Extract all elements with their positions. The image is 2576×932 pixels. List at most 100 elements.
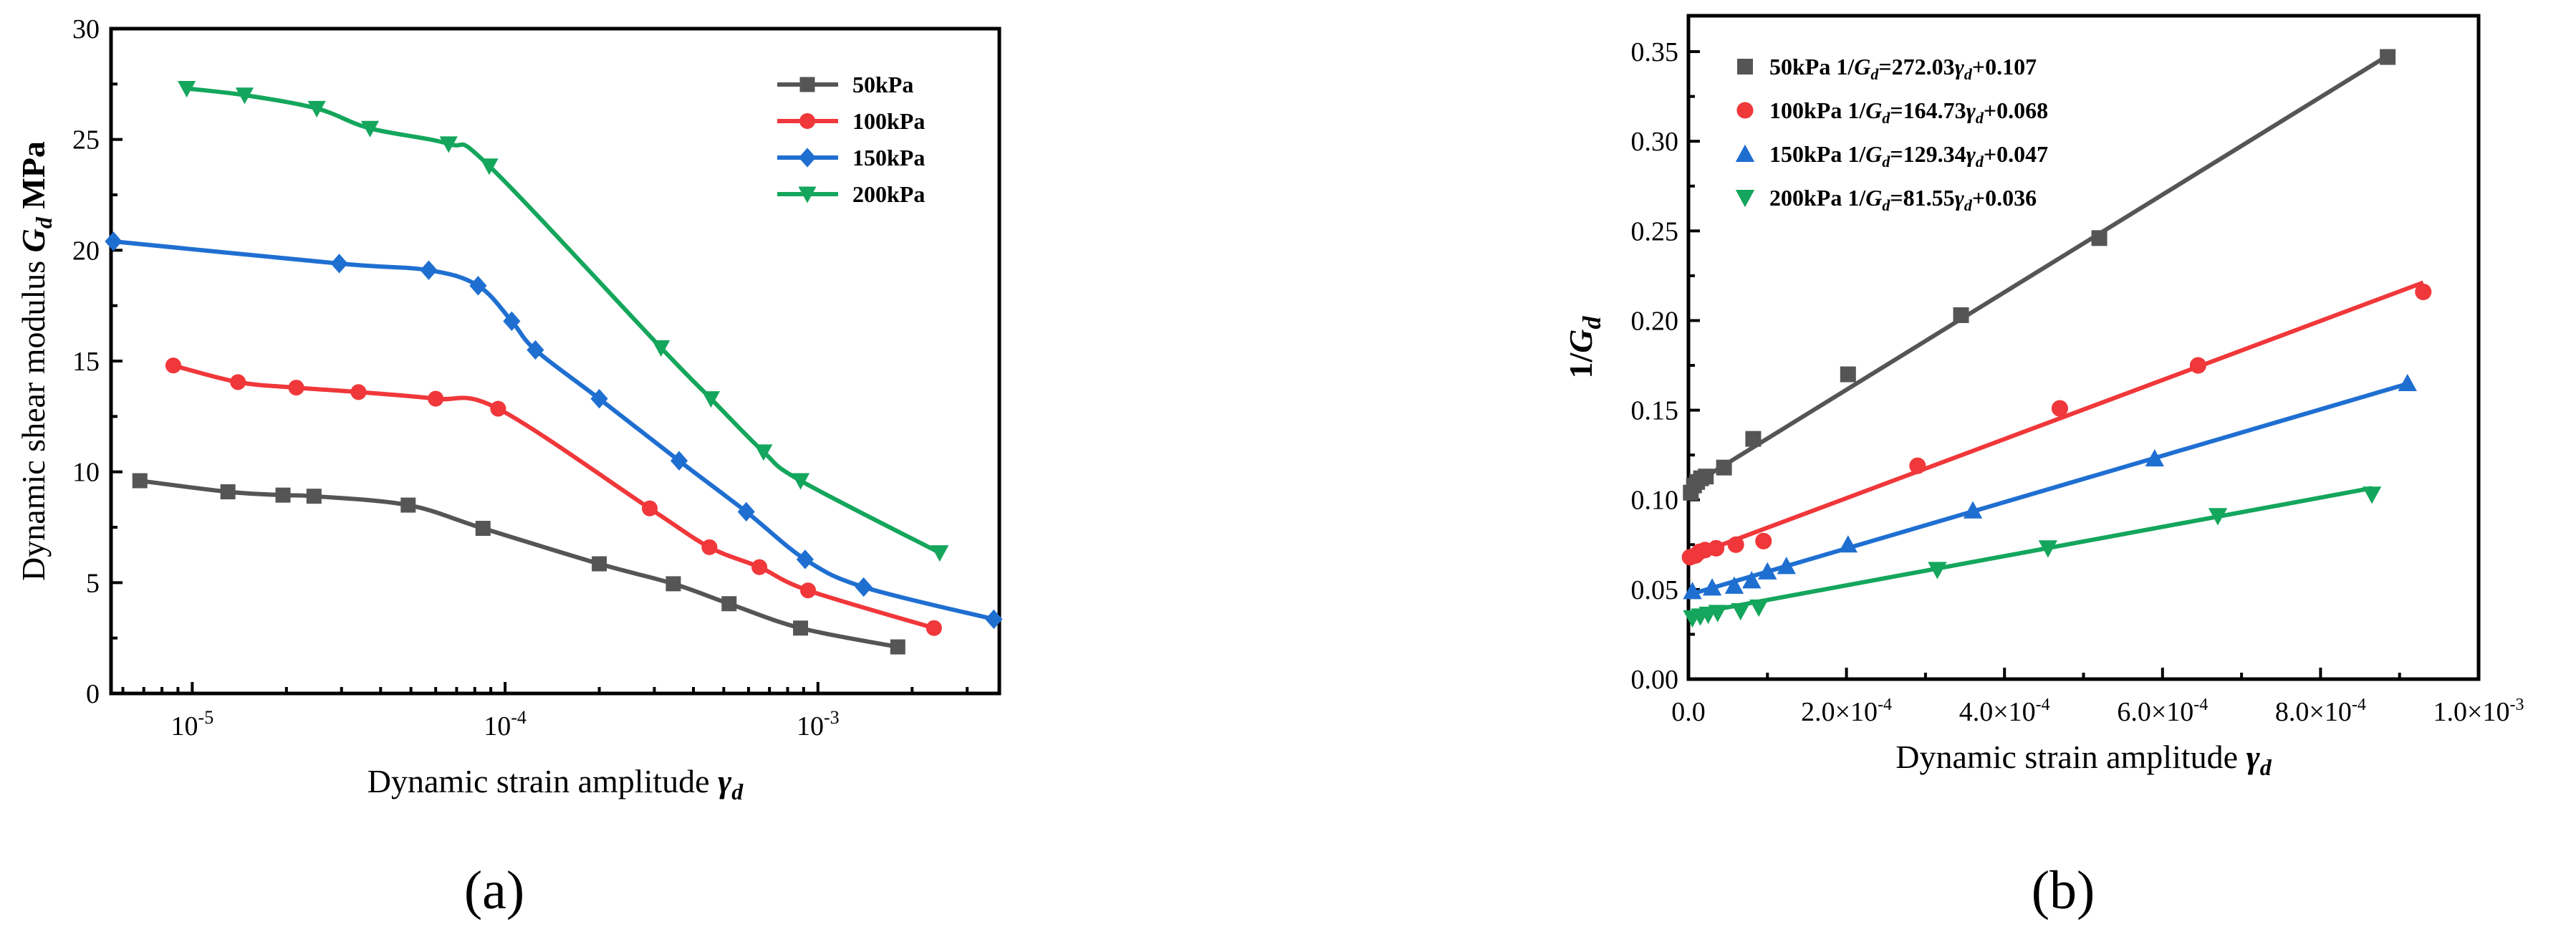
series-200kPa (1683, 486, 2382, 628)
data-point (1749, 599, 1769, 618)
legend-fit-gamma-subscript: d (1976, 109, 1984, 127)
x-tick-label: 6.0×10-4 (2117, 696, 2208, 727)
data-point (275, 487, 291, 503)
x-tick-label: 2.0×10-4 (1801, 696, 1892, 727)
x-tick-mantissa: 2.0×10 (1801, 697, 1878, 727)
x-tick-exponent: -3 (2509, 696, 2524, 714)
data-point (527, 340, 544, 360)
data-point (2380, 49, 2396, 65)
x-tick-mantissa: 4.0×10 (1959, 697, 2036, 727)
data-point (1909, 457, 1926, 474)
legend-series-name: 100kPa (1769, 97, 1847, 123)
x-axis-label-text: Dynamic strain amplitude (1895, 739, 2246, 775)
legend-series-name: 150kPa (1769, 141, 1847, 167)
data-point (165, 357, 181, 374)
data-point (2038, 540, 2058, 558)
legend-marker (799, 77, 815, 92)
x-tick-exponent: -4 (2036, 696, 2050, 714)
data-point (2415, 283, 2432, 300)
legend-fit-variable: G (1865, 141, 1882, 167)
data-point (737, 501, 755, 522)
series-200kPa (178, 81, 949, 562)
panel-label-b: (b) (2032, 860, 2095, 921)
x-tick-label: 10-5 (171, 707, 214, 741)
y-tick-label: 30 (72, 14, 100, 44)
data-point (592, 556, 607, 572)
y-axis-label-symbol: G (15, 229, 52, 252)
data-point (721, 596, 737, 612)
legend-label: 200kPa (852, 181, 925, 207)
legend-marker (799, 112, 816, 130)
data-point (288, 380, 304, 396)
data-point (1953, 307, 1969, 323)
y-axis-label-unit: MPa (15, 141, 52, 217)
x-axis-label: Dynamic strain amplitude γd (1895, 739, 2272, 780)
legend-fit-prefix: 1/ (1836, 54, 1855, 80)
legend-label: 100kPa 1/Gd=164.73γd+0.068 (1769, 97, 2048, 127)
data-point (1928, 562, 1947, 580)
legend-fit-subscript: d (1882, 153, 1890, 170)
x-tick-mantissa: 8.0×10 (2275, 697, 2352, 727)
data-point (791, 473, 810, 490)
legend-fit-subscript: d (1870, 65, 1879, 83)
data-point (1702, 578, 1722, 596)
data-point (642, 500, 658, 517)
legend-marker (798, 186, 817, 203)
data-point (1708, 605, 1728, 623)
y-tick-label: 0.10 (1631, 486, 1679, 516)
data-point (2208, 508, 2228, 526)
y-axis-label-text: 1/ (1562, 352, 1599, 379)
legend-fit-intercept: +0.068 (1984, 97, 2048, 123)
legend-series-name: 200kPa (1769, 185, 1847, 211)
x-tick-exponent: -4 (2193, 696, 2208, 714)
series-100kPa (1681, 280, 2432, 566)
legend-fit-variable: G (1854, 54, 1870, 80)
y-tick-label: 0 (86, 679, 100, 709)
fit-line (1688, 381, 2408, 597)
legend-fit-gamma: γ (1966, 97, 1976, 123)
x-tick-exponent: -3 (824, 707, 840, 728)
data-point (235, 87, 254, 105)
legend-fit-variable: G (1865, 97, 1882, 123)
data-point (2362, 486, 2382, 504)
series-line (139, 479, 898, 649)
legend-fit-prefix: 1/ (1847, 97, 1866, 123)
y-axis-label-symbol: G (1562, 329, 1599, 352)
legend-fit-subscript: d (1882, 109, 1890, 127)
x-tick-mantissa: 6.0×10 (2117, 697, 2193, 727)
x-tick-label: 8.0×10-4 (2275, 696, 2366, 727)
legend-series-name: 50kPa (1769, 54, 1836, 80)
legend-marker (1735, 144, 1755, 162)
y-axis-label-text: Dynamic shear modulus (15, 252, 52, 581)
series-50kPa (1683, 49, 2396, 501)
data-point (105, 231, 122, 251)
legend-label: 200kPa 1/Gd=81.55γd+0.036 (1769, 185, 2037, 214)
y-tick-label: 15 (72, 347, 100, 377)
x-tick-label: 10-4 (484, 707, 527, 741)
legend-marker (798, 148, 817, 168)
x-axis-label-symbol: γ (718, 763, 732, 799)
data-point (230, 374, 246, 390)
legend-fit-gamma: γ (1955, 54, 1965, 80)
fit-line (1687, 51, 2393, 489)
y-tick-label: 10 (72, 458, 100, 488)
y-tick-label: 5 (86, 568, 100, 598)
data-point (350, 384, 367, 400)
data-point (701, 539, 718, 555)
legend-fit-prefix: 1/ (1847, 185, 1866, 211)
x-tick-exponent: -4 (2352, 696, 2366, 714)
data-point (132, 473, 148, 489)
x-axis-label-subscript: d (731, 779, 744, 804)
y-tick-label: 25 (72, 125, 100, 155)
data-point (1840, 366, 1856, 383)
y-tick-label: 0.00 (1631, 665, 1679, 695)
data-point (1708, 539, 1725, 557)
y-axis-label-subscript: d (1577, 315, 1606, 329)
y-tick-label: 0.35 (1631, 37, 1679, 67)
data-point (590, 388, 608, 409)
y-tick-label: 0.20 (1631, 306, 1679, 336)
series-50kPa (132, 473, 905, 655)
y-axis-label: Dynamic shear modulus Gd MPa (15, 141, 57, 581)
data-point (1731, 602, 1750, 621)
